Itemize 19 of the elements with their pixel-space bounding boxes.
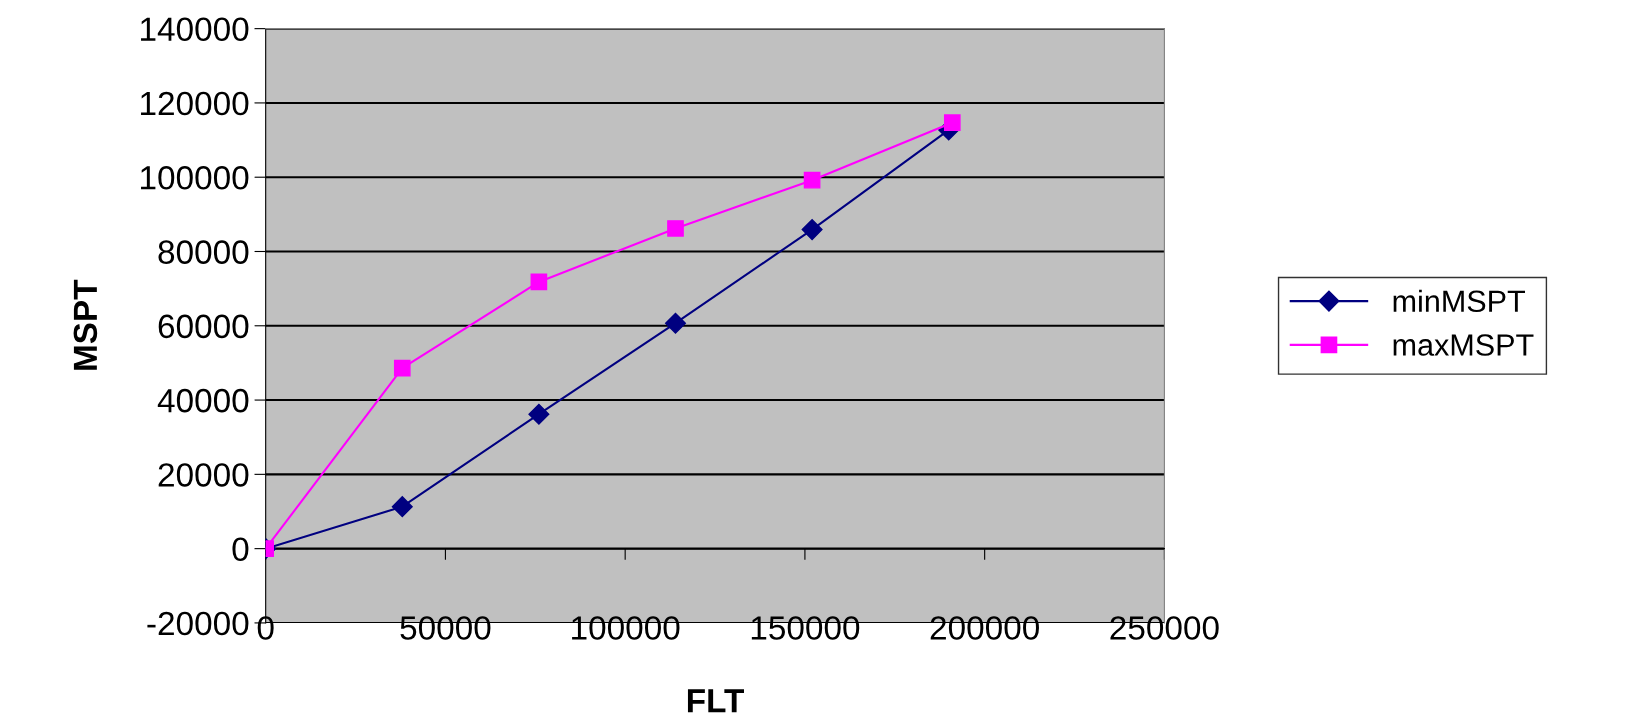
y-tick-label: 20000 bbox=[158, 463, 249, 487]
x-tick-label: 50000 bbox=[400, 616, 491, 640]
x-tick-label: 100000 bbox=[572, 616, 680, 640]
x-tick-label: 150000 bbox=[751, 616, 860, 640]
y-tick-label: -20000 bbox=[147, 611, 249, 636]
y-tick-label: 60000 bbox=[158, 314, 249, 339]
y-tick-label: 100000 bbox=[141, 166, 249, 190]
y-tick-label: 140000 bbox=[141, 17, 249, 42]
x-tick-label: 250000 bbox=[1110, 616, 1219, 640]
y-tick-label: 0 bbox=[232, 537, 249, 562]
legend-label: maxMSPT bbox=[1393, 334, 1534, 356]
x-tick-label: 200000 bbox=[930, 616, 1039, 640]
y-axis-title: MSPT bbox=[73, 279, 98, 370]
x-axis-title: FLT bbox=[687, 689, 744, 713]
y-tick-label: 80000 bbox=[158, 240, 249, 264]
x-tick-label: 0 bbox=[257, 616, 274, 640]
y-tick-label: 120000 bbox=[141, 91, 249, 116]
y-tick-label: 40000 bbox=[157, 388, 249, 413]
legend-label: minMSPT bbox=[1393, 289, 1526, 313]
